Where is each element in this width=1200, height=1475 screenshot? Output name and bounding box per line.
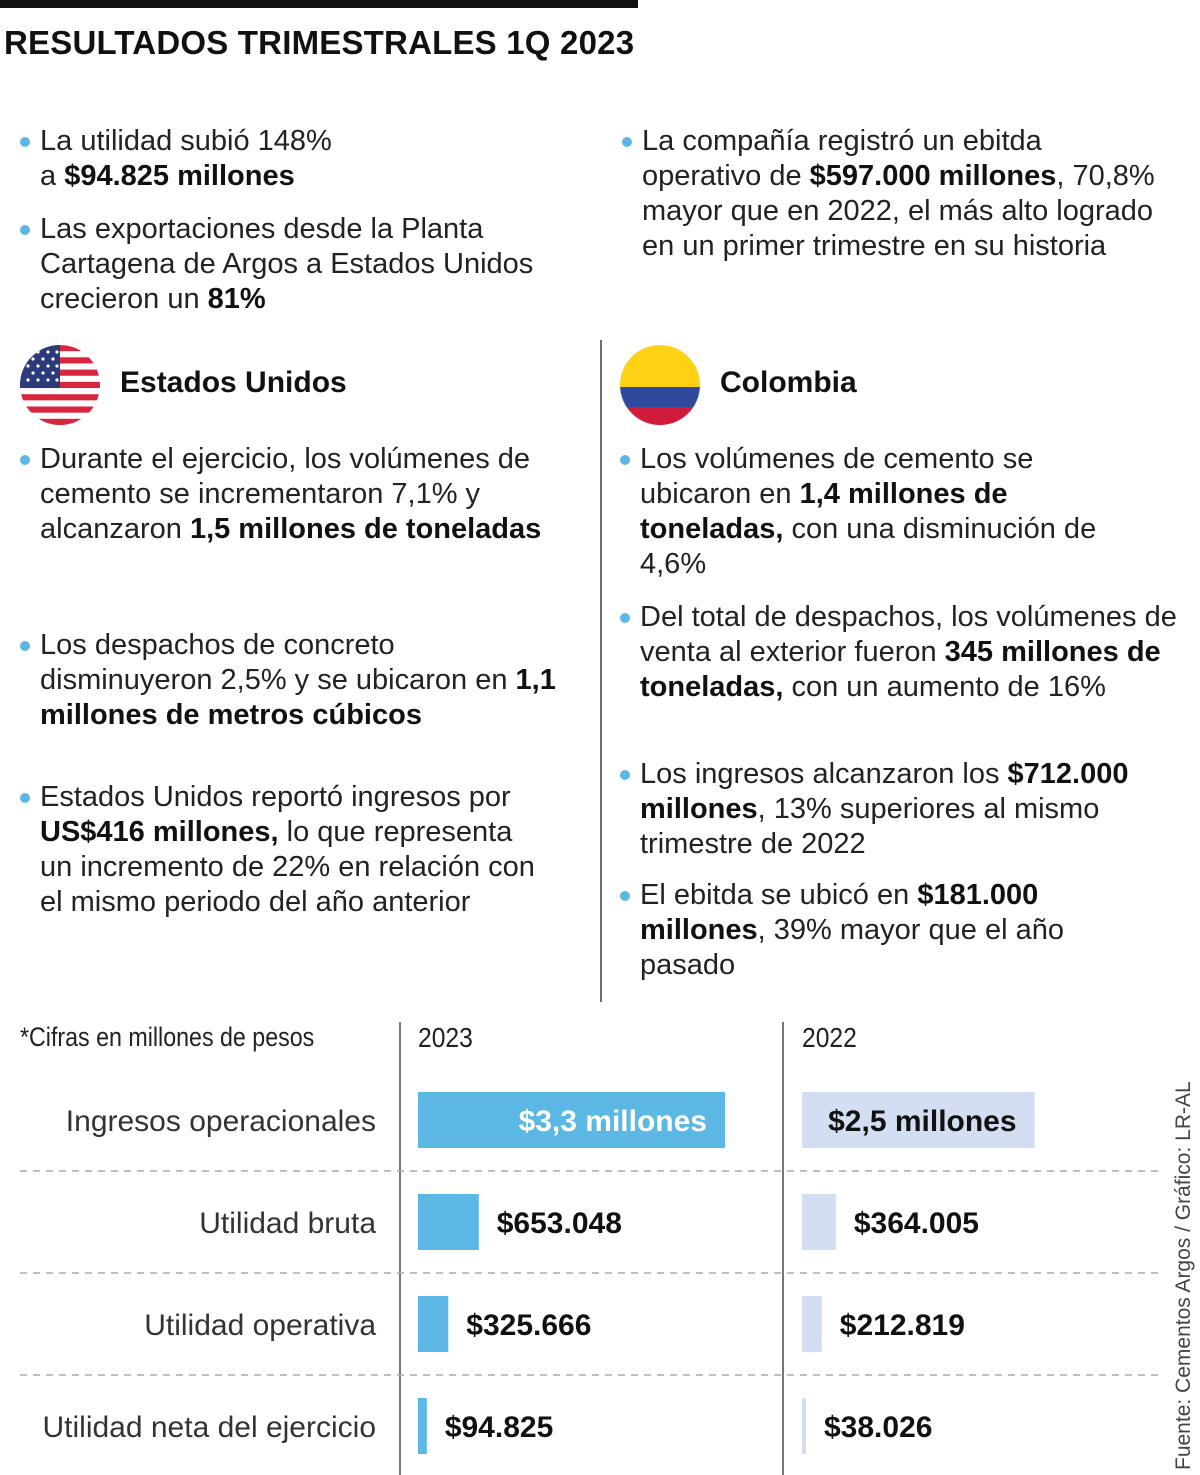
bullet-highlight: 345 millones de toneladas, <box>640 636 1161 703</box>
data-label-2022: $212.819 <box>840 1309 965 1342</box>
summary-bullet-profit: La utilidad subió 148% a $94.825 millone… <box>20 124 580 194</box>
top-rule <box>0 0 638 8</box>
bullet-text: con un aumento de 16% <box>783 671 1106 703</box>
page-title: RESULTADOS TRIMESTRALES 1Q 2023 <box>4 24 635 61</box>
bar-2023 <box>418 1194 479 1250</box>
bullet-highlight: 81% <box>207 283 266 315</box>
bullet-text: Del total de despachos, los volúmenes de… <box>640 601 1177 668</box>
source-credit: Fuente: Cementos Argos / Gráfico: LR-AL <box>1172 1081 1195 1470</box>
bullet-text: Las exportaciones desde la Planta Cartag… <box>40 213 534 315</box>
bar-2022 <box>802 1398 806 1454</box>
bar-2022 <box>802 1194 836 1250</box>
chart-column-line-2022 <box>782 1022 784 1475</box>
bar-2023 <box>418 1398 427 1454</box>
data-label-2023: $3,3 millones <box>519 1105 707 1138</box>
category-label: Utilidad operativa <box>144 1309 376 1342</box>
usa-bullet-concrete: Los despachos de concreto disminuyeron 2… <box>20 628 570 733</box>
bullet-highlight: US$416 millones, <box>40 816 279 848</box>
bar-2023 <box>418 1296 449 1352</box>
usa-bullet-cement: Durante el ejercicio, los volúmenes de c… <box>20 442 560 547</box>
data-label-2022: $2,5 millones <box>828 1105 1016 1138</box>
data-label-2023: $94.825 <box>445 1411 553 1444</box>
category-label: Utilidad neta del ejercicio <box>42 1411 376 1444</box>
bullet-text: , 39% mayor que el año pasado <box>640 914 1064 981</box>
bar-2022 <box>802 1296 822 1352</box>
summary-bullet-ebitda: La compañía registró un ebitda operativo… <box>622 124 1162 264</box>
bullet-text: , 70,8% mayor que en 2022, el más alto l… <box>642 160 1155 262</box>
category-label: Utilidad bruta <box>199 1207 376 1240</box>
bar-chart: Ingresos operacionales $3,3 millones $2,5 … <box>20 1092 1160 1454</box>
colombia-bullet-exports: Del total de despachos, los volúmenes de… <box>620 600 1200 705</box>
bullet-text: La utilidad subió 148% <box>40 125 332 157</box>
bullet-highlight: $181.000 millones <box>640 879 1039 946</box>
bullet-text: , 13% superiores al mismo trimestre de 2… <box>640 793 1100 860</box>
data-label-2022: $364.005 <box>854 1207 979 1240</box>
bullet-text: Los ingresos alcanzaron los <box>640 758 1008 790</box>
bullet-text: con una disminución de 4,6% <box>640 513 1097 580</box>
usa-bullet-revenue: Estados Unidos reportó ingresos por US$4… <box>20 780 550 920</box>
data-label-2022: $38.026 <box>824 1411 932 1444</box>
bullet-text: lo que representa un incremento de 22% e… <box>40 816 535 918</box>
bullet-text: Los despachos de concreto disminuyeron 2… <box>40 629 516 696</box>
category-label: Ingresos operacionales <box>66 1105 376 1138</box>
series-header-2022: 2022 <box>802 1022 857 1053</box>
bullet-highlight: $94.825 millones <box>64 160 295 192</box>
chart-column-line-2023 <box>399 1022 401 1475</box>
data-label-2023: $653.048 <box>497 1207 622 1240</box>
colombia-bullet-cement: Los volúmenes de cemento se ubicaron en … <box>620 442 1140 582</box>
bullet-highlight: 1,5 millones de toneladas <box>189 513 542 545</box>
bar-2023 <box>418 1092 725 1148</box>
bullet-text: Los volúmenes de cemento se ubicaron en <box>640 443 1034 510</box>
summary-bullet-exports: Las exportaciones desde la Planta Cartag… <box>20 212 585 317</box>
country-title-usa: Estados Unidos <box>120 366 347 399</box>
bar-2022 <box>802 1092 1035 1148</box>
bullet-text: a <box>40 160 65 192</box>
column-divider <box>600 340 602 1002</box>
colombia-bullet-ebitda: El ebitda se ubicó en $181.000 millones,… <box>620 878 1140 983</box>
bullet-text: La compañía registró un ebitda operativo… <box>642 125 1042 192</box>
bullet-text: Durante el ejercicio, los volúmenes de c… <box>40 443 531 545</box>
chart-units-note: *Cifras en millones de pesos <box>20 1022 315 1052</box>
colombia-bullet-revenue: Los ingresos alcanzaron los $712.000 mil… <box>620 757 1200 862</box>
bullet-text: Estados Unidos reportó ingresos por <box>40 781 511 813</box>
country-title-colombia: Colombia <box>720 366 857 399</box>
bullet-text: El ebitda se ubicó en <box>640 879 918 911</box>
bullet-highlight: $712.000 millones <box>640 758 1129 825</box>
usa-flag-icon <box>20 345 100 425</box>
bullet-highlight: $597.000 millones <box>809 160 1057 192</box>
colombia-flag-icon <box>620 345 700 425</box>
series-header-2023: 2023 <box>418 1022 473 1053</box>
data-label-2023: $325.666 <box>466 1309 591 1342</box>
bullet-highlight: 1,4 millones de toneladas, <box>640 478 1008 545</box>
bullet-highlight: 1,1 millones de metros cúbicos <box>40 664 556 731</box>
